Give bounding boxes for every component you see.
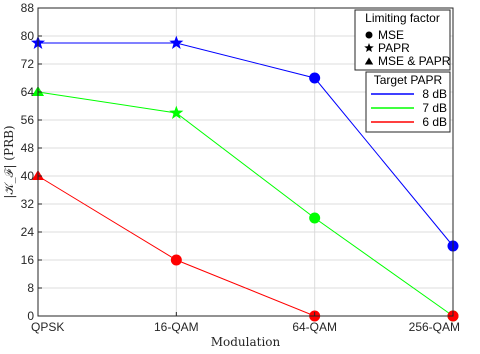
x-tick-label-2: 64-QAM (292, 320, 337, 334)
ticks: 0 8 16 24 32 40 48 56 64 72 80 88 QPSK 16-QAM 64-QAM 25… (21, 1, 460, 334)
legend-limiting-box (354, 9, 451, 71)
y-tick-label-0: 0 (27, 309, 34, 323)
point-6-db-1 (170, 254, 182, 266)
legend-limiting-factor: Limiting factor MSE PAPR MSE & PAPR (354, 9, 451, 71)
y-tick-label-48: 48 (21, 141, 35, 155)
x-tick-label-0: QPSK (31, 320, 64, 334)
point-8-db-2 (309, 72, 321, 84)
legend-mse-marker (365, 31, 373, 39)
legend-mse-papr-label: MSE & PAPR (378, 54, 451, 68)
y-tick-label-32: 32 (21, 197, 35, 211)
x-tick-label-3: 256-QAM (409, 320, 460, 334)
legend-mse-papr-marker (364, 57, 374, 65)
legend-target-papr: Target PAPR 8 dB 7 dB 6 dB (365, 71, 451, 133)
series-line-8-db (38, 42, 454, 247)
point-7-db-1 (169, 105, 184, 120)
y-axis-label: |𝒦_ℱ| (PRB) (2, 125, 16, 198)
point-7-db-2 (309, 212, 321, 224)
legend-mse-label: MSE (378, 28, 404, 42)
y-tick-label-64: 64 (21, 85, 35, 99)
legend-papr-label: PAPR (378, 41, 410, 55)
legend-label-7db: 7 dB (422, 101, 447, 115)
y-tick-label-88: 88 (21, 1, 35, 15)
y-tick-label-72: 72 (21, 57, 35, 71)
legend-papr-marker (364, 43, 374, 53)
plot-frame (37, 7, 454, 317)
legend-label-8db: 8 dB (422, 87, 447, 101)
y-tick-label-40: 40 (21, 169, 35, 183)
y-tick-label-24: 24 (21, 225, 35, 239)
y-tick-label-80: 80 (21, 29, 35, 43)
legend-label-6db: 6 dB (422, 115, 447, 129)
legend-papr-title: Target PAPR (374, 73, 443, 87)
legend-papr-star-shape (364, 43, 374, 53)
series-line-7-db (37, 91, 454, 317)
y-tick-label-16: 16 (21, 253, 35, 267)
legend-limiting-title: Limiting factor (365, 11, 440, 25)
x-tick-label-1: 16-QAM (154, 320, 199, 334)
y-tick-label-8: 8 (27, 281, 34, 295)
x-axis-label: Modulation (211, 335, 281, 349)
y-tick-label-56: 56 (21, 113, 35, 127)
point-8-db-1 (169, 35, 184, 50)
